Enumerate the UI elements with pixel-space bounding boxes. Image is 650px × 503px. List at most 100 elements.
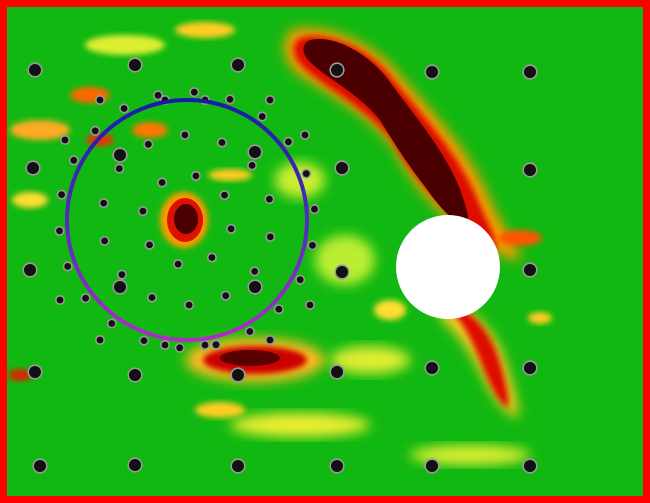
probe-dot-icon — [129, 59, 141, 71]
probe-dot-icon — [27, 162, 39, 174]
probe-dot-icon — [524, 264, 536, 276]
probe-dot-icon — [296, 276, 304, 284]
probe-dot-icon — [426, 66, 438, 78]
probe-dot-icon — [246, 328, 254, 335]
probe-dot-icon — [29, 366, 41, 378]
probe-dot-icon — [309, 242, 316, 249]
probe-dot-icon — [226, 96, 234, 103]
probe-dot-icon — [96, 96, 104, 104]
fleck — [10, 120, 70, 140]
probe-dot-icon — [115, 165, 123, 173]
probe-dot-icon — [426, 362, 438, 374]
lower-patch-dark — [220, 350, 280, 366]
fleck — [12, 192, 48, 208]
probe-dot-icon — [249, 281, 261, 293]
probe-dot-icon — [118, 271, 126, 278]
probe-dot-icon — [218, 139, 226, 146]
probe-dot-icon — [161, 341, 169, 349]
probe-dot-icon — [331, 366, 343, 378]
probe-dot-icon — [176, 344, 184, 352]
probe-dot-icon — [336, 162, 348, 174]
probe-dot-icon — [96, 336, 104, 344]
probe-dot-icon — [58, 191, 65, 199]
fleck — [410, 445, 530, 465]
fleck — [330, 346, 410, 374]
probe-dot-icon — [426, 460, 438, 472]
probe-dot-icon — [251, 268, 259, 275]
probe-dot-icon — [24, 264, 36, 276]
region-circle-icon — [65, 98, 309, 342]
probe-dot-icon — [108, 320, 116, 327]
fleck — [315, 235, 375, 285]
probe-dot-icon — [266, 96, 274, 104]
probe-dot-icon — [524, 460, 536, 472]
probe-dot-icon — [64, 263, 72, 270]
probe-dot-icon — [232, 369, 244, 381]
probe-dot-icon — [34, 460, 46, 472]
fleck — [528, 312, 552, 324]
probe-dot-icon — [29, 64, 41, 76]
fleck — [132, 122, 168, 138]
probe-dot-icon — [266, 233, 274, 241]
fleck — [374, 300, 406, 320]
probe-dot-icon — [91, 127, 99, 135]
probe-dot-icon — [248, 162, 256, 169]
probe-dot-icon — [301, 131, 309, 139]
probe-dot-icon — [56, 296, 64, 304]
probe-dot-icon — [154, 91, 162, 99]
probe-dot-icon — [146, 241, 153, 249]
probe-dot-icon — [311, 205, 318, 213]
probe-dot-icon — [212, 341, 220, 349]
probe-dot-icon — [249, 146, 261, 158]
probe-dot-icon — [258, 113, 266, 120]
probe-dot-icon — [114, 149, 126, 161]
fleck — [195, 402, 245, 418]
probe-dot-icon — [266, 336, 274, 344]
probe-dot-icon — [331, 64, 343, 76]
heat-patches — [8, 22, 552, 465]
probe-dot-icon — [208, 254, 216, 261]
probe-dot-icon — [221, 191, 228, 199]
probe-dot-icon — [306, 301, 314, 309]
probe-dot-icon — [201, 341, 209, 349]
probe-dot-icon — [101, 237, 108, 245]
lower-streak-red — [452, 305, 509, 408]
probe-dot-icon — [222, 292, 230, 300]
probe-dot-icon — [129, 369, 141, 381]
probe-dot-icon — [232, 460, 244, 472]
probe-dot-icon — [266, 195, 273, 203]
fleck — [85, 35, 165, 55]
probe-dot-icon — [181, 131, 189, 139]
probe-dot-icon — [144, 140, 152, 148]
fleck — [8, 369, 32, 381]
probe-dot-icon — [192, 172, 200, 180]
probe-dot-icon — [139, 207, 147, 215]
fleck — [230, 413, 370, 437]
obstacle-disc-icon — [396, 215, 500, 319]
probe-dot-icon — [129, 459, 141, 471]
inner-blob-dark — [174, 204, 198, 234]
probe-dot-icon — [70, 156, 78, 164]
probe-dot-icon — [174, 260, 182, 268]
probe-dot-icon — [232, 59, 244, 71]
probe-dot-icon — [302, 170, 310, 178]
probe-dot-icon — [524, 66, 536, 78]
probe-dot-icon — [61, 136, 69, 144]
probe-dot-icon — [331, 460, 343, 472]
probe-dot-icon — [190, 88, 198, 96]
fleck — [175, 22, 235, 38]
probe-dot-icon — [524, 362, 536, 374]
probe-dot-icon — [275, 305, 283, 313]
hot-streak-dark — [303, 38, 469, 227]
probe-dot-icon — [185, 301, 193, 309]
probe-dot-icon — [120, 105, 128, 112]
fleck — [208, 169, 252, 181]
probe-dot-icon — [56, 227, 63, 235]
probe-dot-icon — [158, 179, 166, 186]
fleck — [498, 230, 542, 246]
probe-dots — [22, 57, 538, 474]
probe-dot-icon — [100, 199, 108, 207]
probe-dot-icon — [140, 337, 148, 344]
